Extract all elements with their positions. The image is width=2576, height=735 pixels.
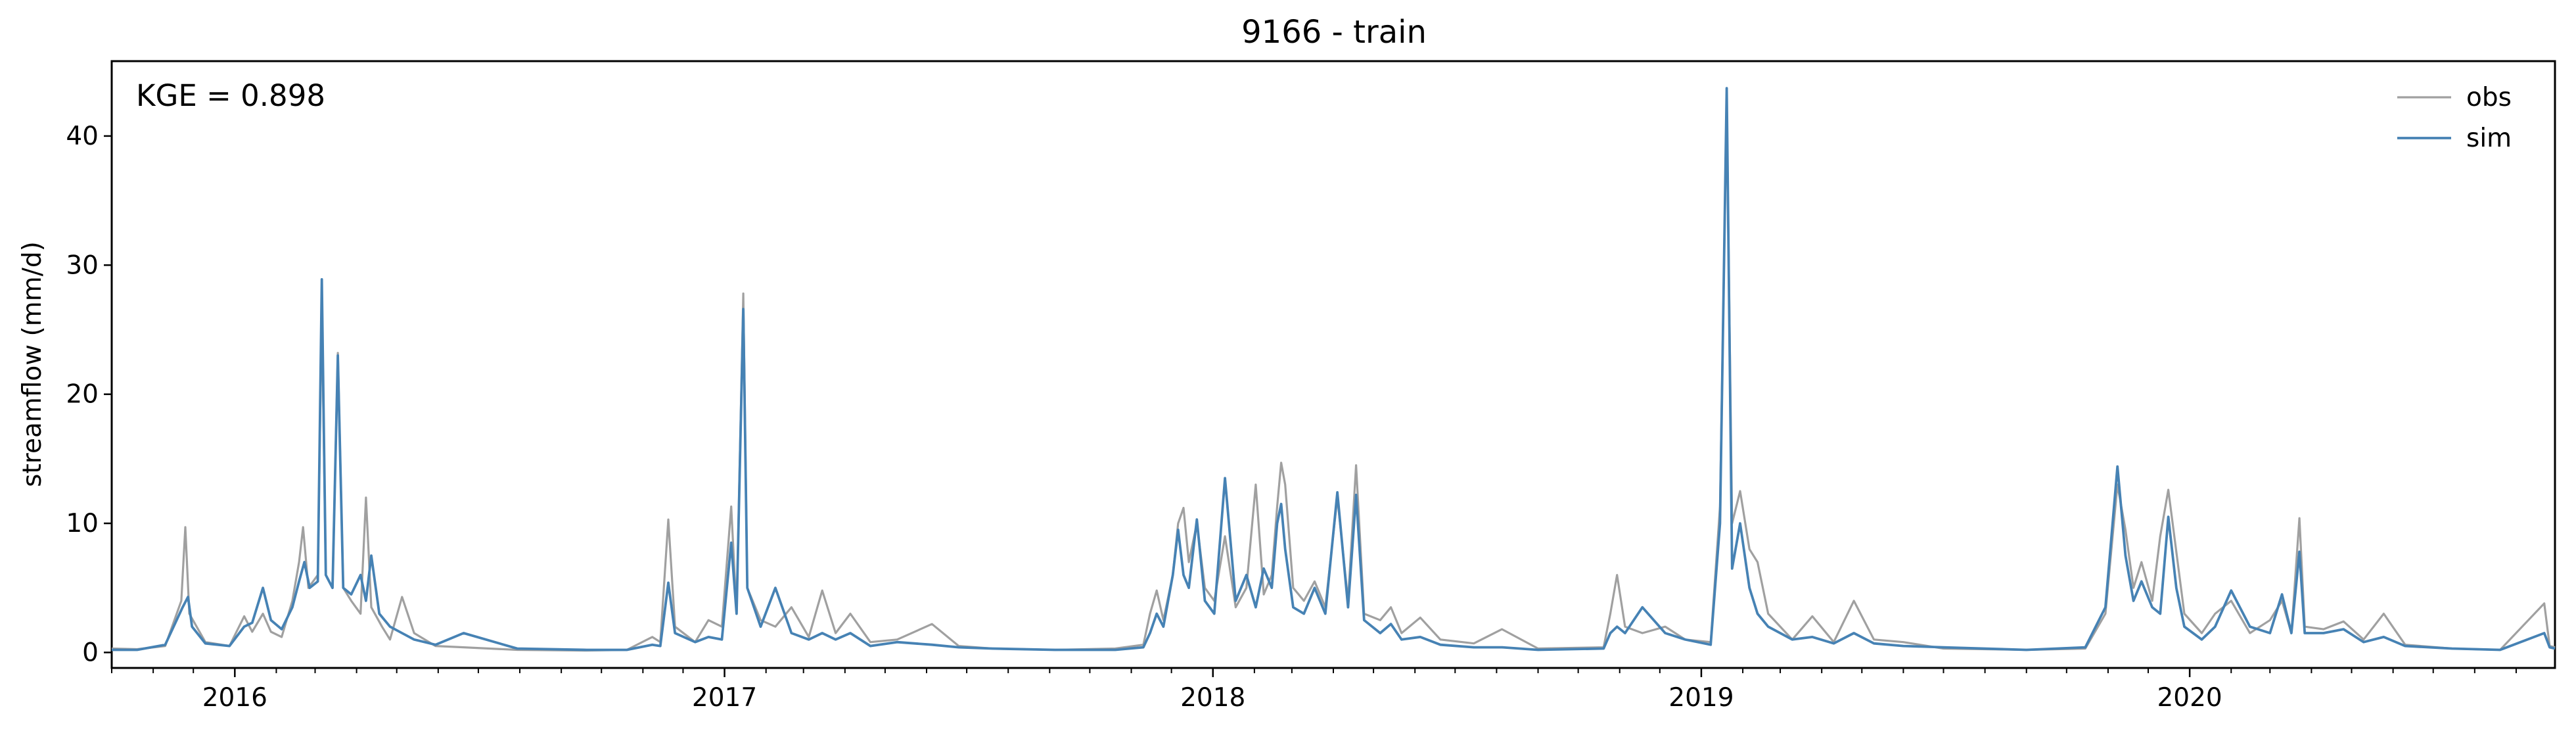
plot-frame (110, 60, 2556, 669)
y-axis-title: streamflow (mm/d) (18, 241, 47, 487)
kge-annotation: KGE = 0.898 (136, 78, 325, 113)
chart-title: 9166 - train (1241, 14, 1427, 51)
obs-series-line (111, 103, 2556, 652)
plot-area (110, 60, 2556, 669)
y-axis: 0 10 20 30 40 (66, 122, 112, 667)
y-tick-label: 40 (66, 122, 99, 151)
y-tick-label: 10 (66, 509, 99, 538)
legend: obs sim (2397, 83, 2512, 153)
x-tick-label: 2020 (2157, 683, 2222, 713)
legend-sim-label: sim (2466, 124, 2512, 153)
x-tick-label: 2019 (1668, 683, 1734, 713)
y-tick-label: 20 (66, 380, 99, 410)
x-tick-label: 2018 (1180, 683, 1245, 713)
x-tick-label: 2017 (692, 683, 757, 713)
y-tick-label: 30 (66, 250, 99, 280)
x-axis: 2016 2017 2018 2019 2020 (111, 668, 2517, 713)
y-tick-label: 0 (82, 638, 99, 667)
obs-series-layer (111, 103, 2556, 652)
sim-series-layer (112, 87, 2556, 652)
legend-obs-label: obs (2466, 83, 2512, 112)
sim-series-line (112, 87, 2556, 652)
x-tick-label: 2016 (202, 683, 267, 713)
